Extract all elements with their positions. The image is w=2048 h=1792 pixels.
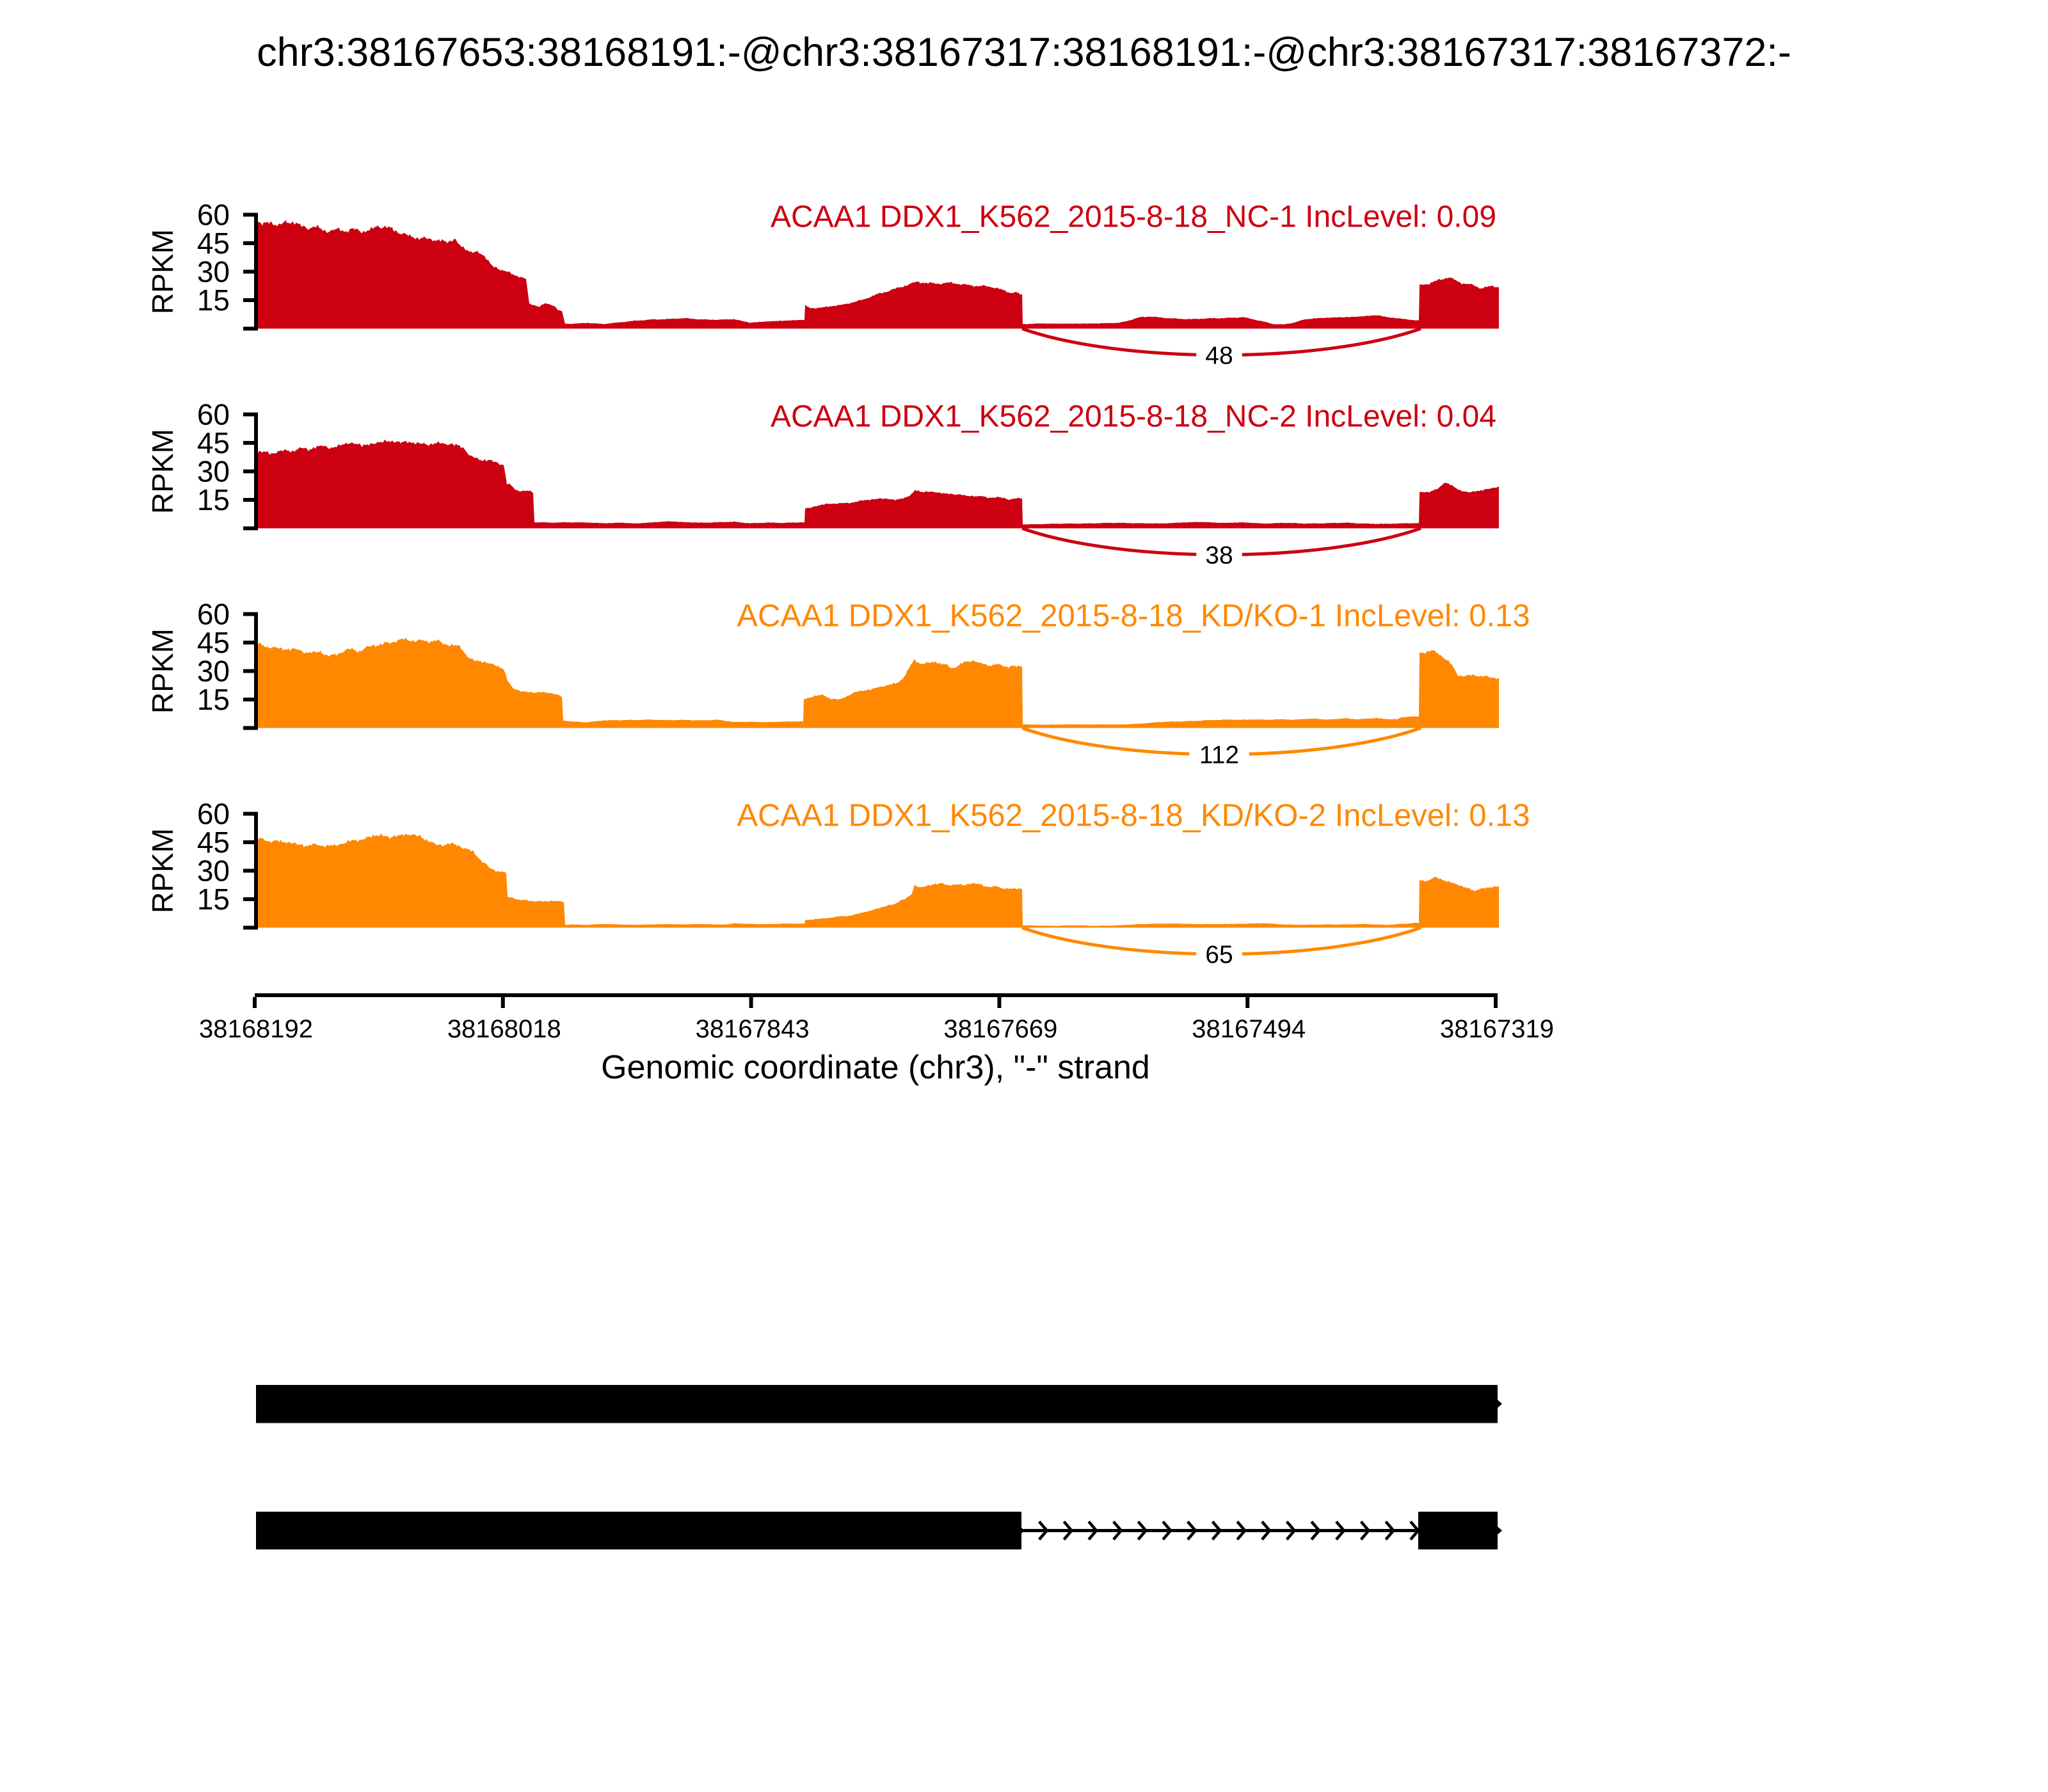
svg-text:ACAA1 DDX1_K562_2015-8-18_KD/K: ACAA1 DDX1_K562_2015-8-18_KD/KO-1 IncLev…: [737, 599, 1530, 634]
svg-text:38: 38: [1205, 542, 1233, 570]
svg-text:60: 60: [197, 198, 230, 232]
svg-text:60: 60: [197, 598, 230, 631]
svg-text:38167669: 38167669: [943, 1015, 1057, 1043]
svg-text:30: 30: [197, 255, 230, 289]
svg-text:Genomic coordinate (chr3), "-": Genomic coordinate (chr3), "-" strand: [601, 1049, 1150, 1086]
svg-text:38167494: 38167494: [1192, 1015, 1306, 1043]
svg-text:45: 45: [197, 826, 230, 859]
svg-text:30: 30: [197, 455, 230, 488]
svg-text:ACAA1 DDX1_K562_2015-8-18_KD/K: ACAA1 DDX1_K562_2015-8-18_KD/KO-2 IncLev…: [737, 799, 1530, 833]
svg-text:60: 60: [197, 797, 230, 831]
svg-text:chr3:38167653:38168191:-@chr3:: chr3:38167653:38168191:-@chr3:38167317:3…: [257, 30, 1791, 75]
svg-text:15: 15: [197, 284, 230, 317]
svg-text:RPKM: RPKM: [146, 828, 179, 913]
svg-text:30: 30: [197, 854, 230, 888]
svg-text:38168018: 38168018: [447, 1015, 561, 1043]
svg-text:45: 45: [197, 426, 230, 460]
svg-text:48: 48: [1205, 342, 1233, 370]
svg-text:15: 15: [197, 483, 230, 516]
svg-text:38168192: 38168192: [199, 1015, 313, 1043]
svg-text:ACAA1 DDX1_K562_2015-8-18_NC-1: ACAA1 DDX1_K562_2015-8-18_NC-1 IncLevel:…: [771, 200, 1496, 234]
svg-text:38167843: 38167843: [696, 1015, 810, 1043]
svg-text:38167319: 38167319: [1440, 1015, 1554, 1043]
svg-text:60: 60: [197, 398, 230, 431]
svg-text:RPKM: RPKM: [146, 429, 179, 514]
svg-text:45: 45: [197, 227, 230, 260]
svg-text:15: 15: [197, 883, 230, 916]
svg-text:65: 65: [1205, 941, 1233, 969]
svg-text:112: 112: [1199, 742, 1239, 769]
svg-text:ACAA1 DDX1_K562_2015-8-18_NC-2: ACAA1 DDX1_K562_2015-8-18_NC-2 IncLevel:…: [771, 400, 1496, 434]
svg-text:45: 45: [197, 626, 230, 659]
svg-text:15: 15: [197, 683, 230, 716]
svg-text:30: 30: [197, 655, 230, 688]
svg-text:RPKM: RPKM: [146, 229, 179, 314]
svg-text:RPKM: RPKM: [146, 628, 179, 714]
